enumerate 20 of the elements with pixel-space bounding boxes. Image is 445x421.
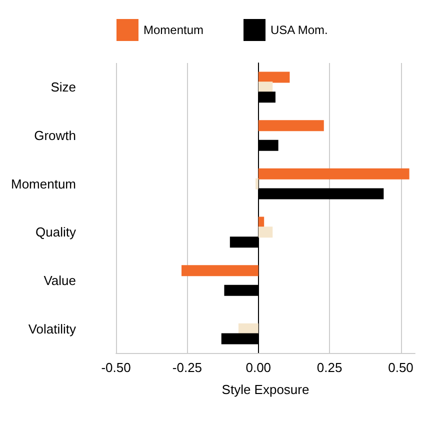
bar [258,72,290,83]
x-axis-title: Style Exposure [222,382,310,397]
y-tick-label: Growth [34,128,76,143]
x-tick-label: 0.25 [316,360,342,375]
x-tick-label: 0.50 [388,360,414,375]
bar [256,178,258,190]
legend-label: Momentum [143,23,204,37]
bar [258,168,410,180]
y-tick-label: Size [50,80,76,95]
y-tick-label: Value [44,273,76,288]
legend-label: USA Mom. [270,23,328,37]
x-tick-label: -0.25 [172,360,202,375]
bar [258,226,273,238]
x-tick-label: -0.50 [101,360,131,375]
bar [258,120,324,132]
x-tick-label: 0.00 [246,360,272,375]
y-tick-label: Momentum [10,176,76,192]
y-tick-label: Volatility [28,321,77,336]
bar [182,265,258,276]
y-tick-label: Quality [36,224,77,240]
